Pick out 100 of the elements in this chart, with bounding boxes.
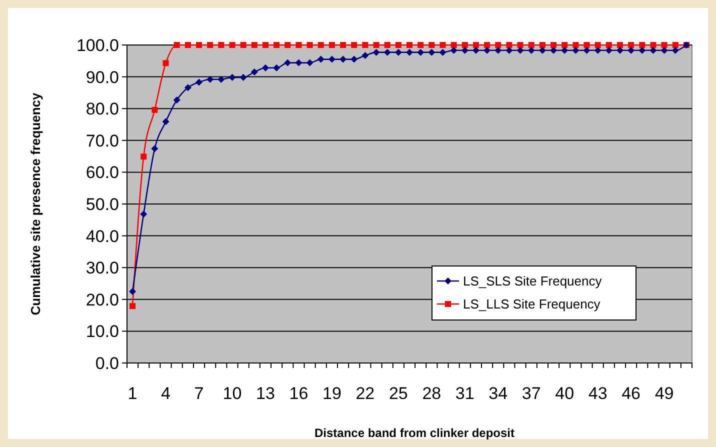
point — [628, 46, 635, 54]
point — [218, 76, 225, 83]
point — [562, 42, 568, 48]
point — [418, 42, 424, 48]
point — [162, 118, 170, 126]
point — [639, 42, 646, 48]
legend-label: LS_SLS Site Frequency — [463, 274, 602, 289]
point — [484, 42, 490, 48]
point — [328, 42, 335, 48]
point — [130, 303, 136, 310]
point — [650, 42, 656, 48]
point — [362, 42, 368, 48]
point — [151, 145, 158, 152]
point — [484, 46, 491, 54]
y-tick-label: 80.0 — [86, 100, 119, 119]
x-tick-label: 7 — [194, 384, 204, 403]
y-tick-label: 20.0 — [86, 290, 119, 310]
point — [440, 42, 446, 48]
point — [528, 46, 535, 54]
y-tick-label: 50.0 — [86, 194, 119, 214]
x-tick-label: 49 — [654, 384, 674, 403]
point — [262, 64, 269, 72]
point — [340, 42, 346, 48]
x-tick-label: 10 — [222, 384, 242, 403]
point — [240, 74, 247, 81]
y-tick-label: 30.0 — [86, 258, 119, 278]
point — [428, 48, 436, 56]
point — [250, 68, 258, 76]
point — [274, 42, 280, 48]
point — [550, 46, 558, 54]
point — [394, 48, 402, 56]
point — [373, 42, 380, 48]
point — [284, 42, 291, 48]
point — [284, 59, 292, 66]
y-tick-label: 40.0 — [86, 226, 119, 246]
point — [173, 96, 180, 104]
point — [516, 46, 524, 54]
point — [594, 42, 601, 48]
y-tick-label: 90.0 — [86, 68, 119, 87]
point — [218, 42, 224, 48]
point — [561, 46, 568, 54]
point — [550, 42, 557, 48]
point — [306, 59, 314, 66]
point — [417, 48, 424, 56]
point — [616, 42, 623, 48]
legend-label: LS_LLS Site Frequency — [463, 296, 601, 312]
x-tick-label: 43 — [588, 384, 608, 403]
point — [384, 48, 391, 56]
point — [660, 46, 668, 54]
point — [296, 42, 302, 48]
point — [495, 42, 502, 48]
point — [506, 42, 512, 48]
point — [584, 42, 590, 48]
point — [650, 46, 657, 54]
point — [395, 42, 402, 48]
point — [428, 42, 435, 48]
point — [140, 210, 148, 218]
point — [174, 42, 180, 48]
y-tick-label: 70.0 — [86, 131, 119, 150]
point — [317, 56, 324, 63]
point — [184, 84, 192, 92]
point — [152, 106, 158, 113]
y-tick-label: 60.0 — [86, 163, 119, 182]
point — [450, 46, 458, 54]
point — [606, 42, 612, 48]
point — [672, 46, 679, 54]
x-tick-label: 40 — [555, 384, 574, 403]
point — [207, 42, 214, 48]
point — [140, 154, 147, 160]
point — [538, 46, 546, 54]
point — [605, 46, 612, 54]
point — [506, 46, 513, 54]
x-tick-label: 34 — [488, 384, 508, 403]
point — [528, 42, 534, 48]
point — [594, 46, 602, 54]
point — [384, 42, 390, 48]
point — [295, 59, 302, 66]
x-tick-label: 1 — [128, 384, 138, 403]
x-tick-label: 31 — [455, 384, 474, 403]
y-tick-label: 0.0 — [95, 354, 119, 373]
point — [372, 48, 380, 56]
point — [583, 46, 590, 54]
point — [262, 42, 268, 48]
point — [450, 42, 457, 48]
point — [572, 46, 580, 54]
x-tick-label: 25 — [388, 384, 408, 403]
x-tick-label: 4 — [161, 384, 171, 403]
x-tick-label: 19 — [322, 384, 342, 403]
point — [273, 64, 280, 72]
point — [517, 42, 524, 48]
y-tick-label: 10.0 — [86, 322, 119, 342]
y-axis-title: Cumulative site presence frequency — [28, 92, 43, 316]
point — [539, 42, 546, 48]
point — [340, 56, 347, 63]
x-axis-title: Distance band from clinker deposit — [314, 426, 515, 440]
x-tick-label: 13 — [256, 384, 275, 403]
point — [672, 42, 678, 48]
point — [229, 42, 236, 48]
point — [572, 42, 579, 48]
x-tick-label: 22 — [356, 384, 375, 403]
